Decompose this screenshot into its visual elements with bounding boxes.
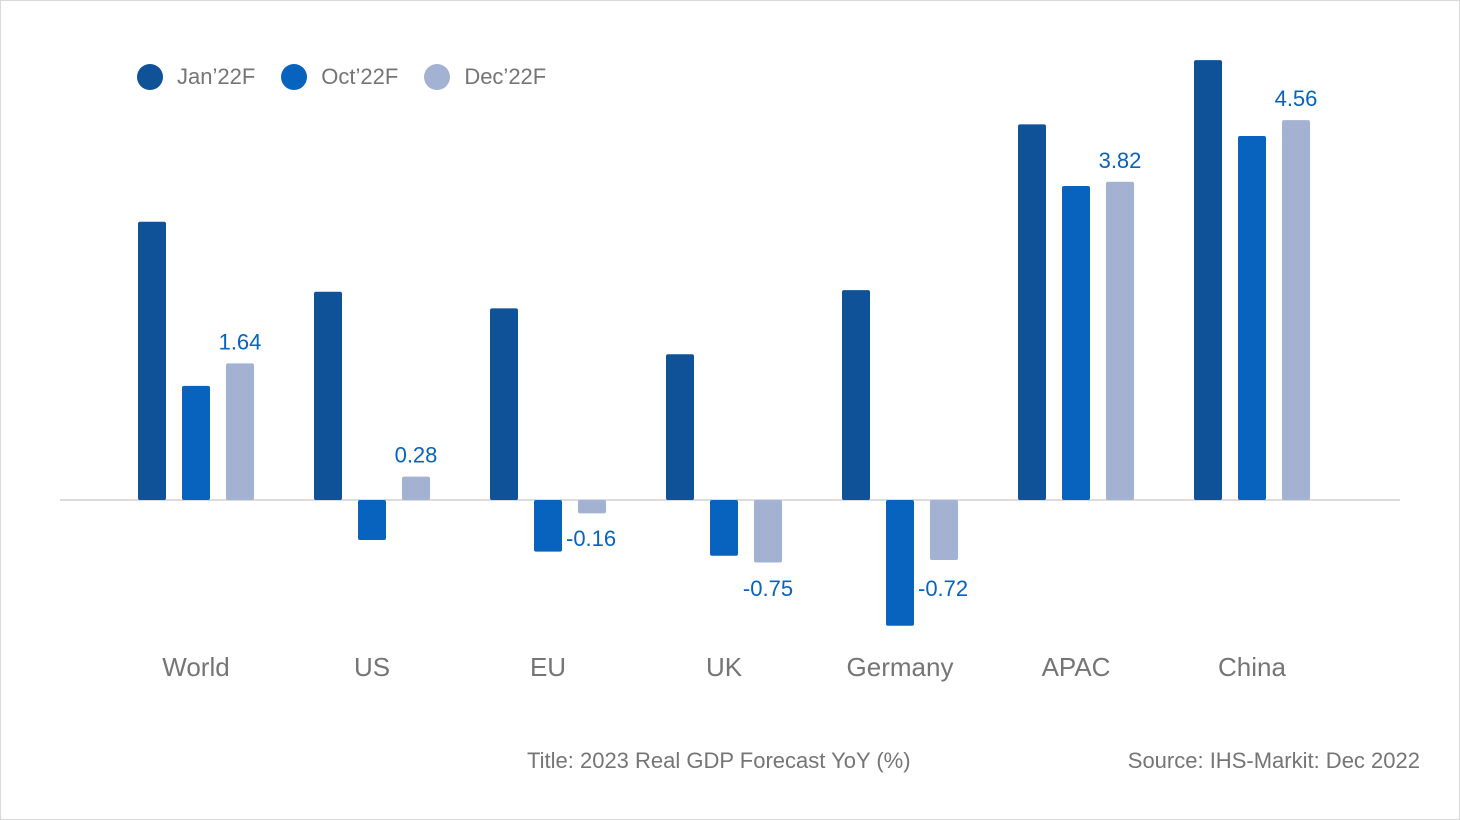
x-tick-label-eu: EU	[530, 652, 566, 682]
bar-germany-2	[930, 500, 958, 560]
bar-china-1	[1238, 135, 1266, 500]
legend-item-jan: Jan’22F	[137, 64, 255, 90]
x-tick-label-germany: Germany	[847, 652, 954, 682]
data-label-us: 0.28	[395, 443, 438, 468]
bar-germany-1	[886, 500, 914, 626]
bar-germany-0	[842, 290, 870, 500]
chart-title: Title: 2023 Real GDP Forecast YoY (%)	[527, 748, 911, 773]
legend-swatch-oct	[281, 64, 308, 90]
x-tick-label-world: World	[162, 652, 229, 682]
data-label-uk: -0.75	[743, 576, 793, 601]
chart-source: Source: IHS-Markit: Dec 2022	[1127, 748, 1420, 773]
data-label-eu: -0.16	[566, 526, 616, 551]
legend-swatch-dec	[424, 64, 451, 90]
legend-label-dec: Dec’22F	[464, 64, 547, 89]
bar-china-0	[1194, 60, 1222, 501]
bar-eu-0	[490, 308, 518, 500]
data-label-apac: 3.82	[1099, 148, 1142, 173]
data-label-china: 4.56	[1275, 86, 1318, 111]
bar-us-0	[314, 291, 342, 500]
bar-apac-0	[1018, 124, 1046, 500]
bar-world-2	[226, 363, 254, 500]
x-tick-label-us: US	[354, 652, 390, 682]
bar-us-2	[402, 476, 430, 500]
bar-eu-2	[578, 500, 606, 514]
bar-world-1	[182, 385, 210, 500]
x-tick-label-china: China	[1218, 652, 1286, 682]
legend: Jan’22F Oct’22F Dec’22F	[137, 64, 546, 90]
legend-swatch-jan	[137, 64, 163, 90]
bar-uk-0	[666, 354, 694, 500]
bar-us-1	[358, 500, 386, 540]
bar-apac-1	[1062, 185, 1090, 501]
legend-label-jan: Jan’22F	[177, 64, 256, 89]
bar-eu-1	[534, 500, 562, 552]
legend-label-oct: Oct’22F	[321, 64, 399, 89]
data-label-world: 1.64	[219, 329, 262, 354]
legend-item-dec: Dec’22F	[424, 64, 546, 90]
x-tick-label-uk: UK	[706, 652, 743, 682]
bar-uk-1	[710, 500, 738, 556]
bar-apac-2	[1106, 181, 1134, 500]
bar-china-2	[1282, 120, 1310, 500]
bar-world-0	[138, 221, 166, 500]
bar-uk-2	[754, 500, 782, 563]
legend-item-oct: Oct’22F	[281, 64, 398, 90]
x-tick-label-apac: APAC	[1042, 652, 1111, 682]
data-label-germany: -0.72	[918, 576, 968, 601]
